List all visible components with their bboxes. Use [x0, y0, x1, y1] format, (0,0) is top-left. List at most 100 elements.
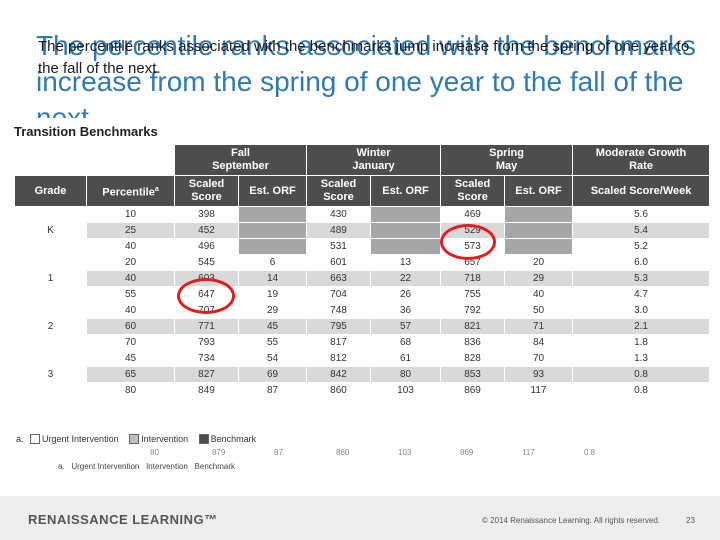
table-cell: 601 — [306, 254, 372, 271]
table-cell — [370, 238, 442, 255]
copyright: © 2014 Renaissance Learning. All rights … — [482, 516, 660, 525]
col-winter-orf: Est. ORF — [370, 175, 442, 207]
table-cell: 545 — [174, 254, 239, 271]
table-row: 40 603 14 663 22 718 29 5.3 — [15, 270, 711, 287]
table-cell: 93 — [504, 366, 574, 383]
col-winter-scaled: Scaled Score — [306, 175, 372, 207]
ghost-cell: 80 — [150, 448, 159, 457]
table-row: 40 496 531 573 5.2 — [15, 238, 711, 255]
table-cell: 398 — [174, 206, 239, 223]
table-cell: 68 — [370, 334, 442, 351]
table-cell: 45 — [237, 318, 308, 335]
table-cell: 29 — [237, 302, 308, 319]
table-cell: 718 — [440, 270, 506, 287]
col-grade: Grade — [14, 175, 87, 207]
table-cell: 40 — [504, 286, 574, 303]
slide-title: The percentile ranks associated with the… — [36, 30, 696, 118]
table-cell: 65 — [86, 366, 175, 383]
table-cell — [370, 206, 442, 223]
transition-benchmarks-table: Fall September Winter January Spring May… — [14, 144, 711, 399]
legend: a. Urgent Intervention Intervention Benc… — [16, 433, 264, 444]
table-cell: 792 — [440, 302, 506, 319]
table-cell: 71 — [504, 318, 574, 335]
table-cell: 452 — [174, 222, 239, 239]
table-row: 25 452 489 529 5.4 — [15, 222, 711, 239]
table-cell: 836 — [440, 334, 506, 351]
table-cell: 20 — [504, 254, 574, 271]
table-cell: 3.0 — [572, 302, 711, 319]
page-number: 23 — [686, 516, 695, 525]
table-cell: 25 — [86, 222, 175, 239]
slide-subtitle-overlay: The percentile ranks associated with the… — [38, 38, 690, 77]
table-cell: 2.1 — [572, 318, 711, 335]
table-cell: 80 — [86, 382, 175, 399]
table-cell: 0.8 — [572, 382, 711, 399]
table-cell: 55 — [86, 286, 175, 303]
table-row: 2 40 707 29 748 36 792 50 3.0 — [14, 302, 711, 351]
table-cell: 842 — [306, 366, 372, 383]
grade-cell: 3 — [14, 350, 87, 399]
col-percentile: Percentilea — [86, 175, 175, 207]
header-spring: Spring May — [440, 144, 574, 176]
ghost-legend: a. Urgent Intervention Intervention Benc… — [58, 462, 236, 471]
highlight-circle-603 — [177, 278, 235, 314]
table-cell: 849 — [174, 382, 239, 399]
panel-title: Transition Benchmarks — [14, 124, 158, 139]
table-row: 70 793 55 817 68 836 84 1.8 — [15, 334, 711, 351]
table-row: 65 827 69 842 80 853 93 0.8 — [15, 366, 711, 383]
legend-urgent: Urgent Intervention — [30, 433, 123, 444]
table-cell: 22 — [370, 270, 442, 287]
ghost-cell: 103 — [398, 448, 412, 457]
ghost-cell: 869 — [460, 448, 474, 457]
col-fall-scaled: Scaled Score — [174, 175, 239, 207]
table-row: 1 20 545 6 601 13 657 20 6.0 — [14, 254, 711, 303]
table-cell: 1.3 — [572, 350, 711, 367]
table-cell: 45 — [86, 350, 175, 367]
header-fall: Fall September — [173, 144, 308, 176]
grade-cell: 1 — [14, 254, 87, 303]
table-cell: 103 — [370, 382, 442, 399]
table-row: K 10 398 430 469 5.6 — [14, 206, 711, 255]
legend-prefix: a. — [16, 433, 24, 444]
table-cell: 663 — [306, 270, 372, 287]
ghost-row: 80 879 87 860 103 869 117 0.8 — [150, 448, 646, 457]
benchmark-panel: Transition Benchmarks Fall September Win… — [12, 124, 711, 464]
table-cell: 50 — [504, 302, 574, 319]
table-cell: 827 — [174, 366, 239, 383]
table-cell — [504, 222, 574, 239]
table-cell: 40 — [86, 302, 175, 319]
table-cell: 6.0 — [572, 254, 711, 271]
table-cell — [237, 222, 308, 239]
table-row: 60 771 45 795 57 821 71 2.1 — [15, 318, 711, 335]
table-cell: 734 — [174, 350, 239, 367]
header-blank — [14, 144, 175, 176]
table-row: 80 849 87 860 103 869 117 0.8 — [15, 382, 711, 399]
table-cell: 87 — [237, 382, 308, 399]
table-cell: 793 — [174, 334, 239, 351]
table-cell — [504, 206, 574, 223]
ghost-cell: 87 — [274, 448, 283, 457]
table-cell: 828 — [440, 350, 506, 367]
table-cell: 40 — [86, 238, 175, 255]
table-cell: 70 — [86, 334, 175, 351]
table-cell: 54 — [237, 350, 308, 367]
table-cell: 61 — [370, 350, 442, 367]
col-spring-orf: Est. ORF — [504, 175, 574, 207]
table-cell: 10 — [86, 206, 175, 223]
table-cell: 69 — [237, 366, 308, 383]
renaissance-logo: RENAISSANCE LEARNING™ — [28, 512, 218, 527]
header-winter: Winter January — [306, 144, 442, 176]
table-cell: 57 — [370, 318, 442, 335]
col-spring-scaled: Scaled Score — [440, 175, 506, 207]
ghost-cell: 879 — [212, 448, 226, 457]
table-cell: 60 — [86, 318, 175, 335]
ghost-cell: 117 — [522, 448, 535, 457]
table-row: 55 647 19 704 26 755 40 4.7 — [15, 286, 711, 303]
table-cell: 496 — [174, 238, 239, 255]
table-cell: 5.6 — [572, 206, 711, 223]
table-cell: 704 — [306, 286, 372, 303]
footer-bar — [0, 496, 720, 540]
table-cell: 55 — [237, 334, 308, 351]
table-cell: 821 — [440, 318, 506, 335]
col-fall-orf: Est. ORF — [237, 175, 308, 207]
